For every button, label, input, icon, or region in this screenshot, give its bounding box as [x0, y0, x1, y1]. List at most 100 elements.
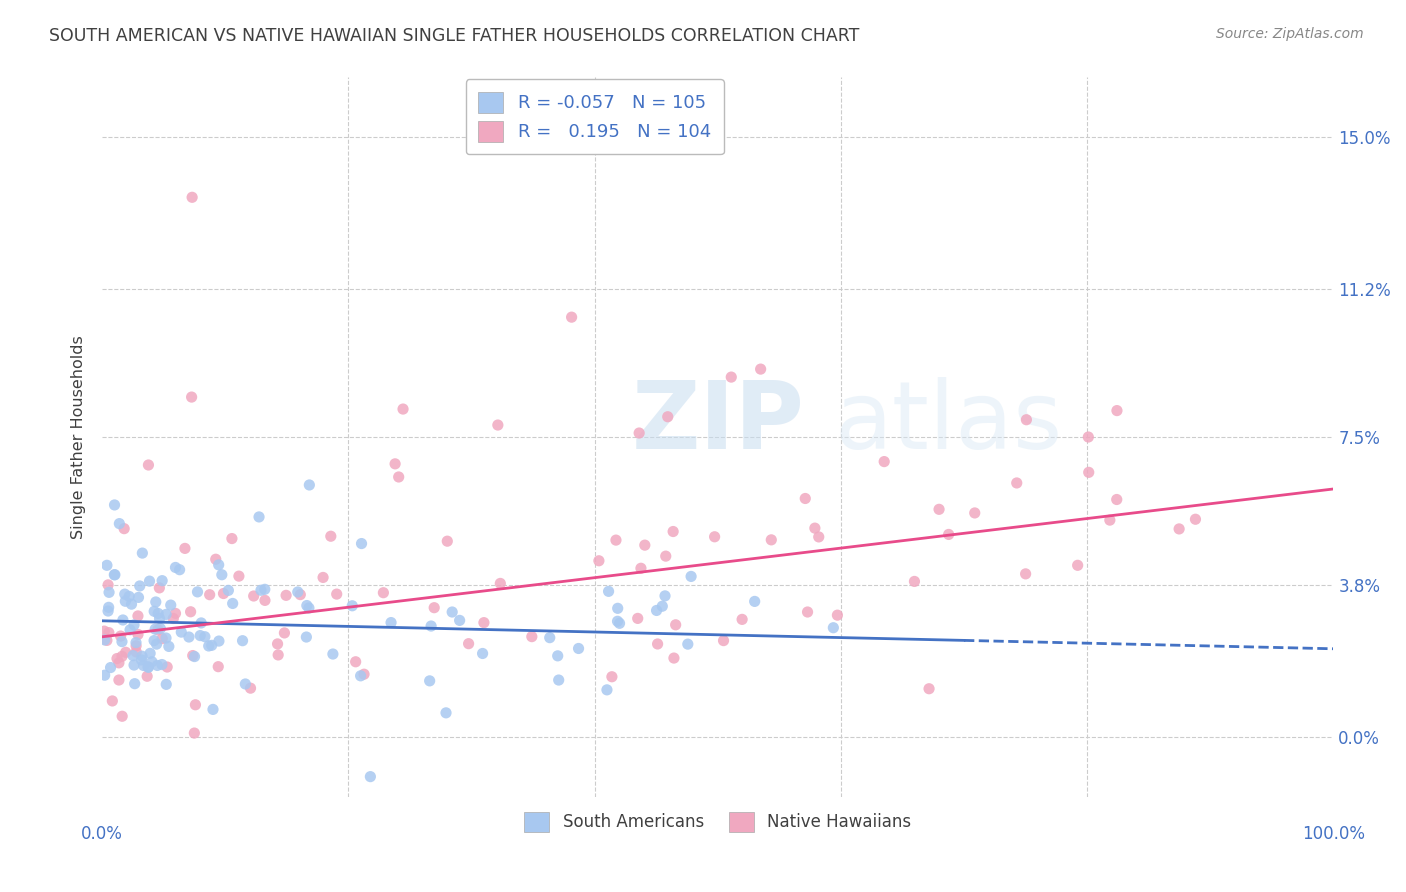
Point [963, 506, 986, 520]
Point [186, 585, 208, 599]
Point [169, 563, 191, 577]
Point [150, 632, 173, 646]
Point [298, 601, 321, 615]
Point [131, 649, 153, 664]
Point [111, 649, 134, 664]
Point [628, 425, 651, 440]
Point [125, 645, 148, 659]
Point [143, 622, 166, 636]
Point [561, 310, 583, 325]
Point [201, 702, 224, 716]
Point [266, 637, 288, 651]
Point [384, 457, 406, 471]
Point [392, 402, 415, 417]
Point [242, 589, 264, 603]
Point [471, 647, 494, 661]
Point [127, 627, 149, 641]
Point [181, 190, 204, 204]
Point [112, 522, 135, 536]
Point [239, 681, 262, 695]
Point [349, 669, 371, 683]
Point [141, 655, 163, 669]
Point [344, 655, 367, 669]
Point [373, 585, 395, 599]
Point [655, 549, 678, 563]
Point [662, 524, 685, 539]
Point [703, 530, 725, 544]
Point [138, 574, 160, 588]
Point [155, 677, 177, 691]
Text: atlas: atlas [835, 376, 1063, 468]
Point [1077, 466, 1099, 480]
Legend: South Americans, Native Hawaiians: South Americans, Native Hawaiians [517, 805, 918, 838]
Point [146, 607, 169, 621]
Point [744, 594, 766, 608]
Point [122, 648, 145, 663]
Point [114, 587, 136, 601]
Point [221, 532, 243, 546]
Point [647, 637, 669, 651]
Point [796, 605, 818, 619]
Point [93, 668, 115, 682]
Point [124, 676, 146, 690]
Point [274, 588, 297, 602]
Point [145, 637, 167, 651]
Point [122, 658, 145, 673]
Point [121, 597, 143, 611]
Point [165, 560, 187, 574]
Point [125, 639, 148, 653]
Point [97, 604, 120, 618]
Point [547, 648, 569, 663]
Point [749, 362, 772, 376]
Point [794, 491, 817, 506]
Point [174, 541, 197, 556]
Point [634, 538, 657, 552]
Point [312, 570, 335, 584]
Point [131, 653, 153, 667]
Point [253, 582, 276, 597]
Point [457, 637, 479, 651]
Point [600, 670, 623, 684]
Point [93, 632, 115, 647]
Point [596, 682, 619, 697]
Point [132, 658, 155, 673]
Point [322, 647, 344, 661]
Point [105, 651, 128, 665]
Point [114, 645, 136, 659]
Point [180, 390, 202, 404]
Point [122, 618, 145, 632]
Point [350, 536, 373, 550]
Point [136, 660, 159, 674]
Point [108, 673, 131, 687]
Point [1014, 566, 1036, 581]
Point [827, 608, 849, 623]
Point [606, 615, 628, 629]
Point [150, 657, 173, 672]
Point [903, 574, 925, 589]
Point [139, 646, 162, 660]
Point [145, 595, 167, 609]
Point [627, 611, 650, 625]
Point [359, 770, 381, 784]
Point [273, 626, 295, 640]
Point [253, 593, 276, 607]
Point [1105, 492, 1128, 507]
Point [170, 625, 193, 640]
Point [441, 605, 464, 619]
Point [111, 613, 134, 627]
Point [651, 599, 673, 614]
Point [235, 677, 257, 691]
Point [325, 587, 347, 601]
Point [138, 458, 160, 472]
Point [146, 623, 169, 637]
Point [100, 660, 122, 674]
Point [221, 597, 243, 611]
Point [681, 569, 703, 583]
Point [538, 631, 561, 645]
Text: 0.0%: 0.0% [82, 824, 124, 843]
Point [232, 633, 254, 648]
Point [804, 521, 827, 535]
Point [97, 600, 120, 615]
Point [449, 614, 471, 628]
Point [197, 639, 219, 653]
